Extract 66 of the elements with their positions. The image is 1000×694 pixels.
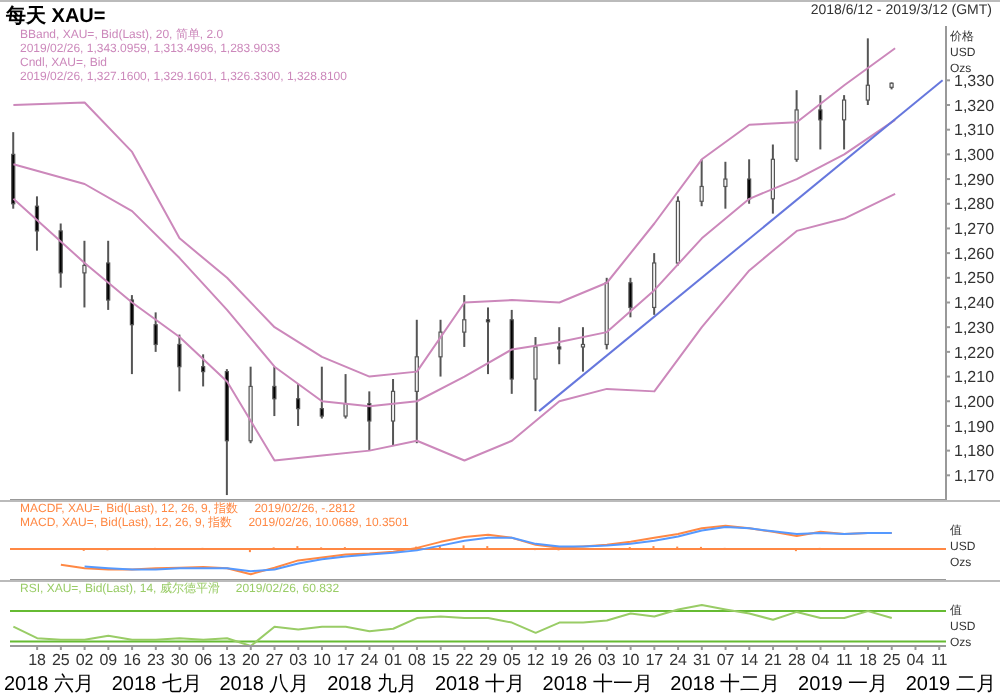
y-tick-label: 1,240 xyxy=(954,294,996,313)
x-tick-label: 11 xyxy=(835,651,854,670)
x-tick-label: 28 xyxy=(787,651,807,670)
chart-title: 每天 XAU= xyxy=(6,3,106,29)
x-tick-label: 15 xyxy=(431,651,451,670)
x-tick-label: 17 xyxy=(645,651,665,670)
y-tick-label: 1,310 xyxy=(954,121,996,140)
x-tick-label: 09 xyxy=(99,651,119,670)
y-tick-label: 1,190 xyxy=(954,417,996,436)
x-tick-label: 10 xyxy=(313,651,332,670)
x-tick-label: 31 xyxy=(692,651,712,670)
y-tick-label: 1,210 xyxy=(954,368,996,387)
x-tick-label: 17 xyxy=(336,651,356,670)
y-tick-label: 1,170 xyxy=(954,466,996,485)
x-tick-label: 22 xyxy=(455,651,475,670)
x-tick-label: 06 xyxy=(194,651,214,670)
x-tick-label: 07 xyxy=(716,651,736,670)
x-tick-label: 11 xyxy=(930,651,949,670)
y-tick-label: 1,300 xyxy=(954,146,996,165)
x-tick-label: 21 xyxy=(764,651,784,670)
x-tick-label: 04 xyxy=(811,651,831,670)
x-tick-label: 14 xyxy=(740,651,760,670)
text: 2018 八月 xyxy=(219,672,310,694)
x-tick-label: 08 xyxy=(408,651,427,670)
x-tick-label: 27 xyxy=(265,651,285,670)
text: 2018 六月 xyxy=(4,671,95,694)
x-tick-label: 25 xyxy=(882,651,902,670)
text: 2018 十一月 xyxy=(542,671,653,694)
y-tick-label: 1,270 xyxy=(954,220,996,239)
y-tick-label: 1,320 xyxy=(954,96,996,115)
x-tick-label: 24 xyxy=(360,651,380,670)
x-tick-label: 18 xyxy=(28,651,48,670)
x-tick-label: 05 xyxy=(503,651,522,670)
text: 2018 十月 xyxy=(434,671,525,694)
y-tick-label: 1,230 xyxy=(954,318,996,337)
x-tick-label: 20 xyxy=(241,651,261,670)
x-tick-label: 16 xyxy=(123,651,143,670)
x-tick-label: 04 xyxy=(906,651,926,670)
text: 2019 二月 xyxy=(905,672,996,694)
x-tick-label: 25 xyxy=(51,651,71,670)
y-tick-label: 1,250 xyxy=(954,269,996,288)
text: 2018 七月 xyxy=(111,671,202,694)
x-tick-label: 19 xyxy=(550,651,570,670)
y-tick-label: 1,290 xyxy=(954,170,996,189)
x-tick-label: 24 xyxy=(669,651,689,670)
x-tick-label: 18 xyxy=(859,651,878,670)
text: 2018 九月 xyxy=(327,671,418,694)
x-tick-label: 12 xyxy=(526,651,546,670)
text: 2018 十二月 xyxy=(670,671,781,694)
x-tick-label: 10 xyxy=(621,651,641,670)
y-tick-label: 1,330 xyxy=(954,71,996,90)
x-tick-label: 01 xyxy=(384,651,404,670)
x-tick-label: 23 xyxy=(146,651,166,670)
x-tick-label: 03 xyxy=(597,651,617,670)
x-tick-label: 26 xyxy=(574,651,594,670)
x-tick-label: 03 xyxy=(289,651,309,670)
x-tick-label: 29 xyxy=(479,651,499,670)
x-tick-label: 13 xyxy=(218,651,238,670)
y-tick-label: 1,180 xyxy=(954,442,996,461)
y-tick-label: 1,280 xyxy=(954,195,996,214)
x-tick-label: 30 xyxy=(170,651,190,670)
x-tick-label: 02 xyxy=(75,651,95,670)
y-tick-label: 1,260 xyxy=(954,244,996,263)
y-tick-label: 1,220 xyxy=(954,343,996,362)
y-tick-label: 1,200 xyxy=(954,392,996,411)
text: 2019 一月 xyxy=(798,672,889,694)
